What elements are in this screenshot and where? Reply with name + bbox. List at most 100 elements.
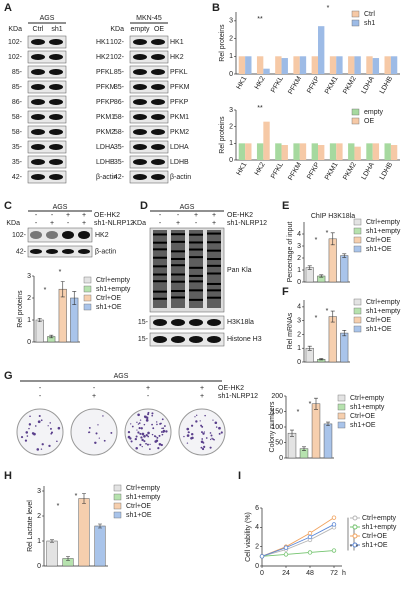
colony bbox=[196, 414, 198, 416]
series-line bbox=[261, 517, 335, 557]
colony bbox=[183, 435, 185, 438]
protein-label: LDHB bbox=[96, 159, 115, 166]
colony bbox=[129, 437, 132, 440]
bar bbox=[299, 56, 307, 74]
band bbox=[133, 114, 147, 120]
kda-label: KDa bbox=[6, 220, 20, 227]
band bbox=[207, 319, 221, 326]
band bbox=[133, 39, 147, 45]
band bbox=[31, 54, 45, 60]
point bbox=[331, 515, 337, 520]
band bbox=[62, 231, 74, 239]
protein-label: PFKM bbox=[170, 84, 190, 91]
band bbox=[49, 159, 63, 165]
sign: - bbox=[51, 212, 54, 219]
bar bbox=[318, 26, 325, 74]
colony bbox=[200, 424, 203, 427]
y-axis-label: Rel proteins bbox=[219, 24, 226, 62]
y-tick-label: 3 bbox=[297, 318, 301, 325]
bar bbox=[336, 143, 343, 160]
x-tick-label: PFKL bbox=[270, 75, 285, 94]
band bbox=[207, 336, 221, 343]
colony bbox=[110, 431, 113, 434]
colony bbox=[144, 415, 147, 419]
legend-label: Ctrl+empty bbox=[126, 485, 161, 492]
band bbox=[207, 282, 221, 285]
sign: - bbox=[147, 393, 150, 400]
colony bbox=[200, 446, 203, 449]
legend-swatch bbox=[353, 227, 362, 235]
bar bbox=[245, 143, 252, 160]
band bbox=[189, 241, 203, 244]
plates-title: AGS bbox=[114, 373, 129, 380]
blot-box bbox=[129, 110, 169, 124]
band bbox=[207, 289, 221, 292]
x-tick-label: LDHB bbox=[379, 75, 395, 95]
error-bar bbox=[98, 523, 102, 529]
colony bbox=[199, 420, 201, 422]
legend-label: sh1+OE bbox=[366, 326, 392, 333]
band bbox=[49, 129, 63, 135]
point bbox=[331, 522, 337, 527]
colony bbox=[186, 427, 190, 431]
colony bbox=[160, 422, 162, 425]
protein-label: β-actin bbox=[95, 248, 116, 255]
colony bbox=[137, 423, 140, 425]
legend-swatch bbox=[113, 511, 122, 519]
legend-label: sh1 bbox=[364, 20, 375, 27]
x-unit: h bbox=[342, 570, 346, 577]
y-tick-label: 0 bbox=[279, 455, 283, 462]
colony bbox=[94, 441, 97, 445]
colony bbox=[149, 448, 151, 450]
y-tick-label: 4 bbox=[297, 304, 301, 311]
band bbox=[151, 129, 165, 135]
blot-box bbox=[27, 50, 67, 64]
band bbox=[153, 280, 167, 283]
band bbox=[46, 231, 58, 239]
bar bbox=[323, 423, 333, 459]
colony bbox=[138, 422, 141, 424]
kda: 35- bbox=[114, 144, 125, 151]
colony bbox=[36, 448, 40, 451]
colony bbox=[139, 443, 142, 446]
blot-box bbox=[27, 140, 67, 154]
y-tick-label: 50 bbox=[275, 439, 283, 446]
kda: 86- bbox=[12, 99, 23, 106]
kda: 85- bbox=[12, 84, 23, 91]
band bbox=[189, 298, 203, 301]
band bbox=[78, 231, 90, 239]
point bbox=[259, 554, 265, 559]
legend-label: sh1+empty bbox=[350, 404, 385, 411]
bar bbox=[293, 143, 300, 160]
bar bbox=[263, 121, 270, 160]
colony bbox=[145, 442, 147, 445]
error-bar bbox=[307, 345, 312, 351]
legend-swatch bbox=[351, 117, 360, 125]
colony bbox=[135, 435, 138, 438]
protein-label: HK1 bbox=[96, 39, 110, 46]
colony bbox=[95, 432, 98, 435]
colony bbox=[141, 438, 144, 442]
band bbox=[31, 174, 45, 180]
colony bbox=[102, 415, 104, 417]
y-tick-label: 3 bbox=[229, 18, 233, 25]
row-label: sh1-NLRP12 bbox=[227, 220, 267, 227]
sign: + bbox=[212, 212, 216, 219]
colony bbox=[147, 435, 150, 438]
legend-marker bbox=[352, 542, 358, 548]
error-bar bbox=[82, 493, 86, 504]
protein-label: PFKL bbox=[170, 69, 188, 76]
colony bbox=[151, 414, 154, 417]
plate bbox=[16, 408, 64, 456]
protein-label: LDHA bbox=[96, 144, 115, 151]
series-line bbox=[261, 550, 335, 557]
sign: + bbox=[194, 212, 198, 219]
band bbox=[189, 319, 203, 326]
x-tick-label: 48 bbox=[306, 570, 314, 577]
lane-label: OE bbox=[154, 26, 164, 33]
band bbox=[49, 114, 63, 120]
bar bbox=[329, 143, 337, 160]
significance: * bbox=[75, 493, 78, 500]
error-bar bbox=[330, 232, 335, 246]
y-tick-label: 2 bbox=[297, 255, 301, 262]
